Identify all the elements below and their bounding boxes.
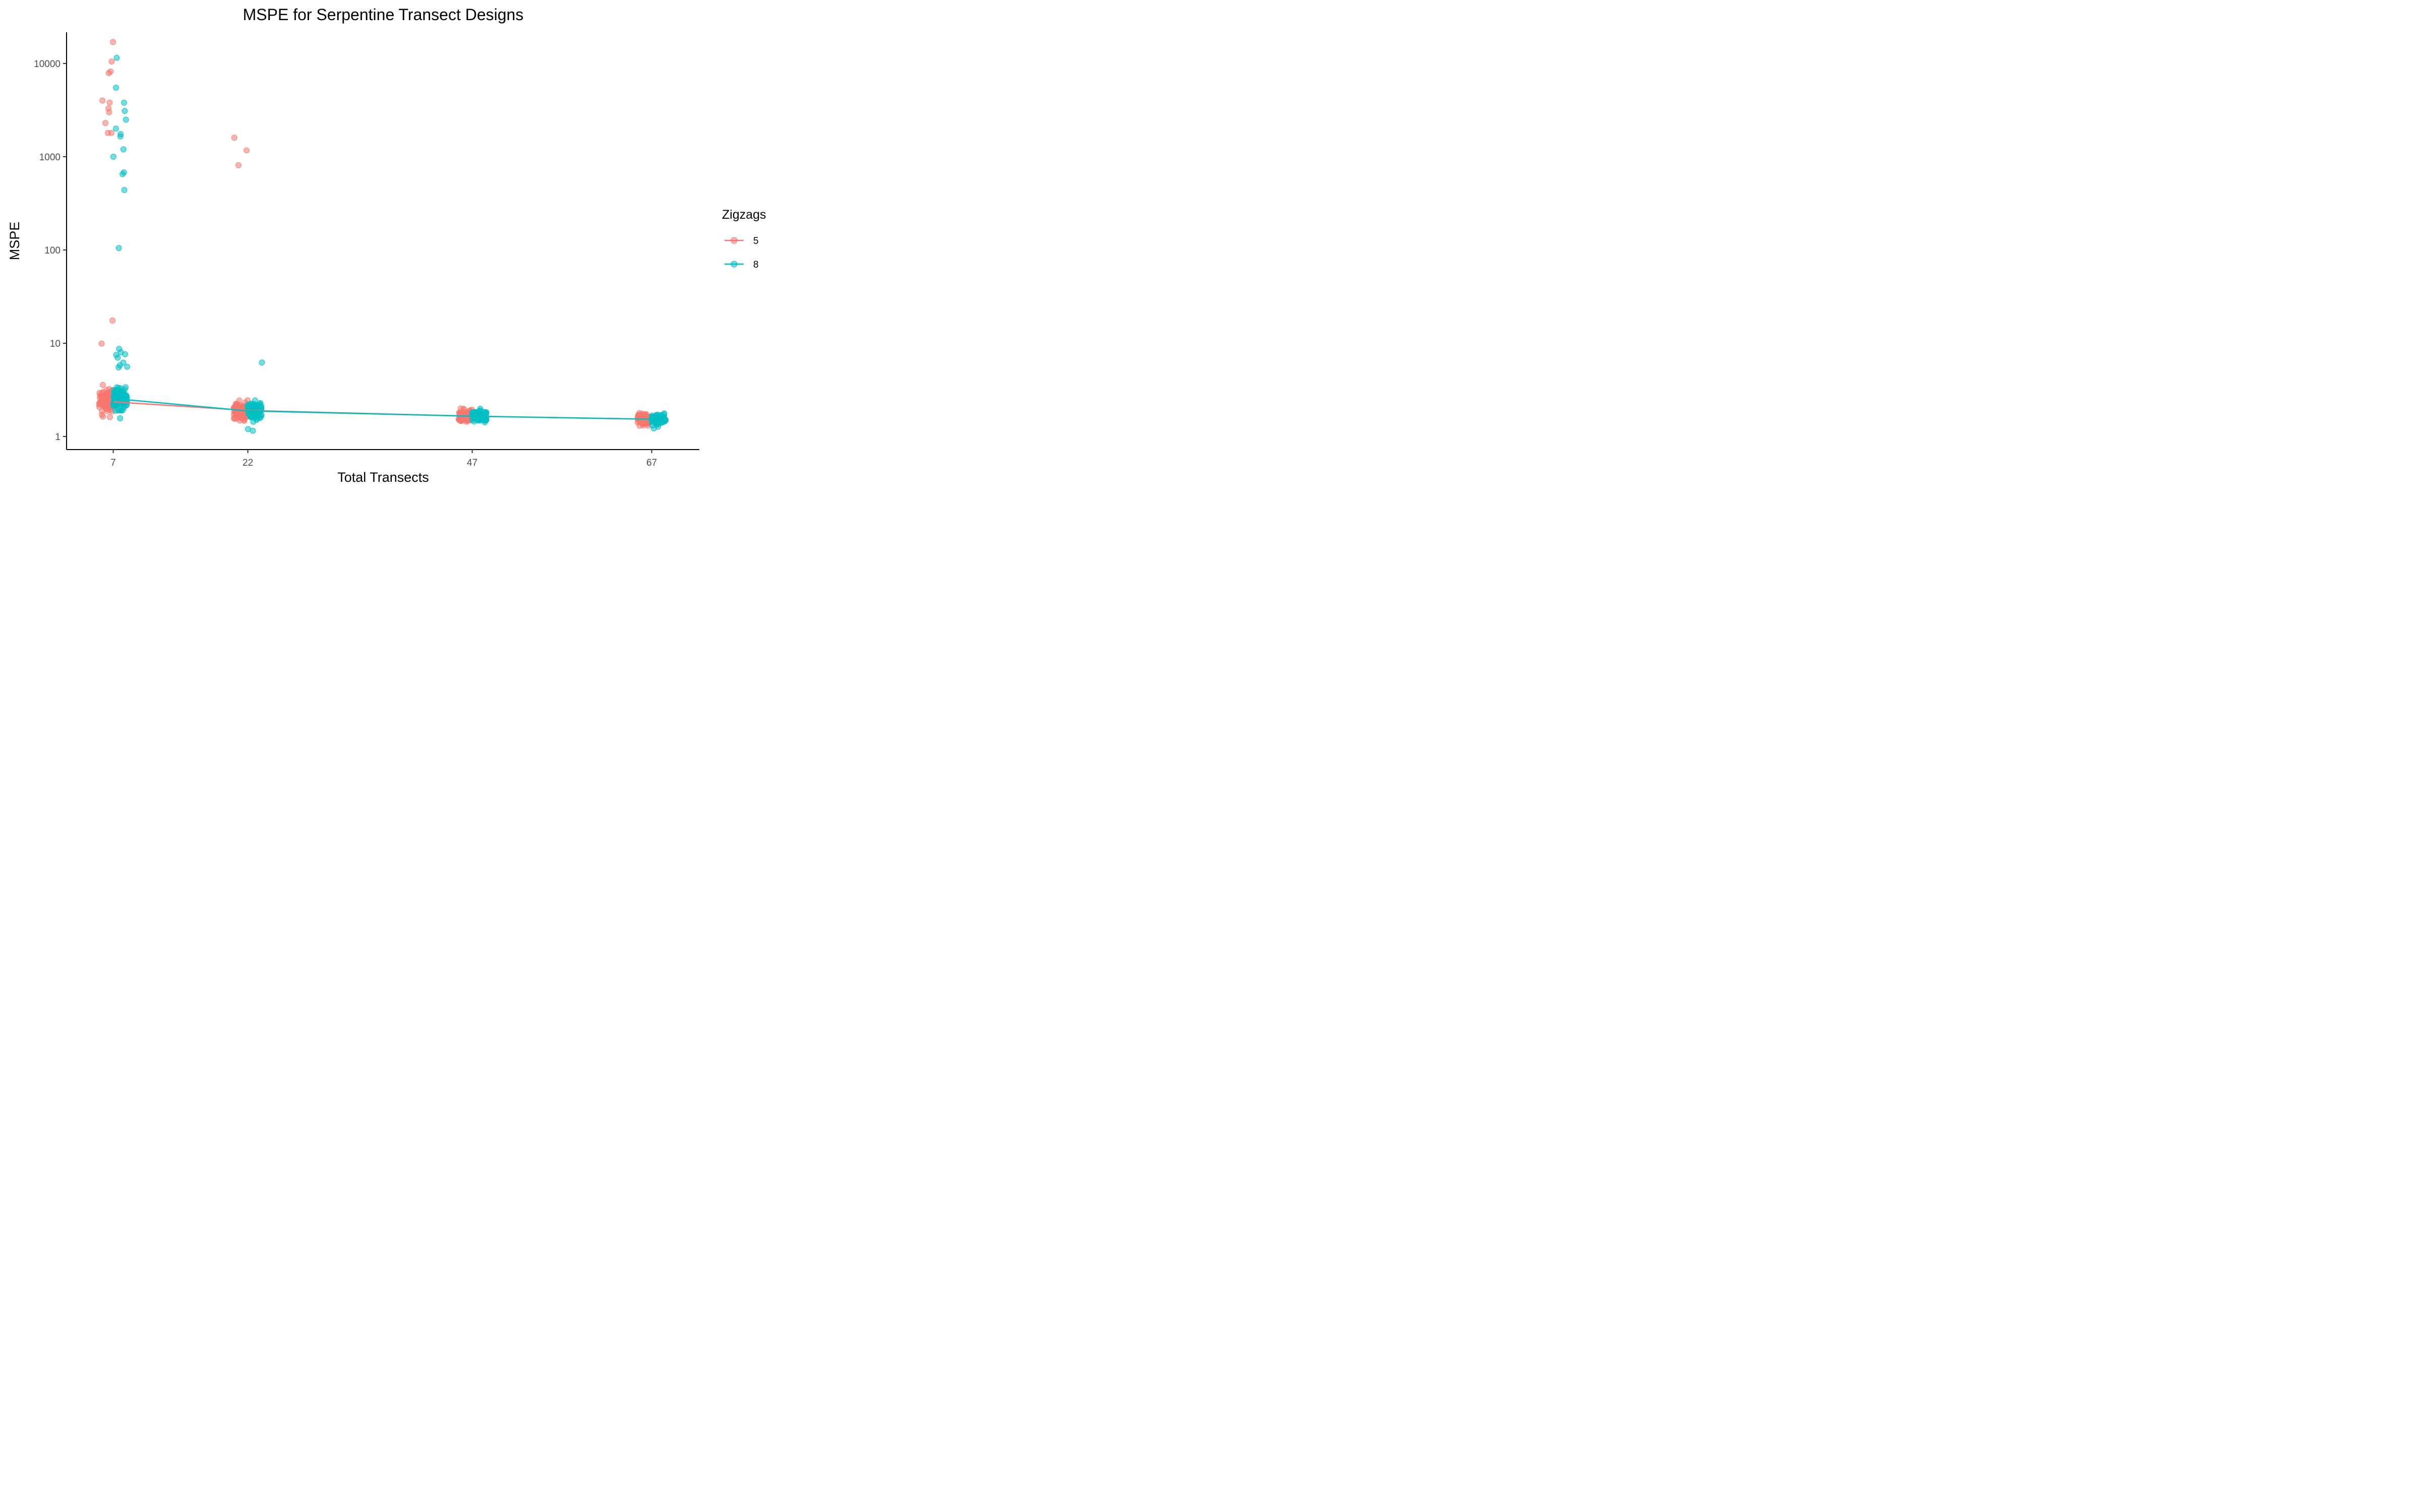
outlier-point (122, 108, 128, 114)
outlier-point (102, 120, 109, 127)
x-tick-label: 47 (467, 458, 477, 468)
x-axis-ticks: 7 22 47 67 (110, 450, 657, 468)
outlier-point (99, 97, 106, 104)
data-point (107, 414, 113, 420)
outlier-point (98, 340, 105, 347)
y-axis-title: MSPE (7, 222, 22, 261)
y-tick-label: 10 (50, 339, 60, 349)
outlier-point (244, 147, 250, 154)
y-axis-ticks: 1 10 100 1000 10000 (34, 59, 67, 443)
data-point (233, 410, 240, 416)
outlier-point (110, 154, 116, 160)
mean-line-5 (113, 401, 652, 420)
x-tick-label: 7 (110, 458, 116, 468)
outlier-point (122, 351, 129, 358)
mean-lines (113, 398, 652, 420)
outlier-point (106, 109, 112, 115)
data-point (476, 408, 482, 414)
data-point (642, 411, 648, 418)
outlier-point (110, 39, 116, 45)
legend-item-8: 8 (724, 260, 759, 270)
data-point (650, 425, 657, 431)
data-point (117, 415, 124, 421)
outlier-point (120, 359, 127, 366)
outlier-point (115, 245, 122, 251)
data-point (475, 417, 482, 423)
data-point (258, 404, 264, 411)
data-point (237, 415, 244, 421)
legend: Zigzags 5 8 (722, 208, 766, 270)
data-point (100, 382, 106, 388)
outlier-point (108, 58, 115, 65)
y-tick-label: 1 (55, 432, 60, 443)
y-tick-label: 1000 (39, 152, 60, 163)
outlier-point (113, 54, 120, 61)
data-point (236, 397, 243, 404)
mean-line-8 (113, 398, 652, 420)
outlier-point (119, 171, 126, 177)
outlier-point (231, 135, 237, 141)
legend-label: 8 (753, 260, 759, 270)
outlier-point (124, 363, 131, 370)
data-point (101, 404, 108, 410)
chart-title: MSPE for Serpentine Transect Designs (243, 6, 524, 24)
outlier-point (114, 354, 121, 361)
data-point (104, 390, 111, 396)
outlier-point (109, 318, 116, 324)
data-point (660, 413, 667, 420)
outlier-point (123, 116, 129, 123)
data-point (119, 404, 126, 410)
outlier-point (117, 133, 124, 140)
data-point (98, 390, 105, 396)
outlier-point (112, 125, 119, 132)
data-point (459, 409, 465, 416)
data-point (257, 414, 264, 421)
data-point (654, 419, 660, 425)
chart: MSPE for Serpentine Transect Designs 1 10… (7, 6, 766, 485)
outlier-point (121, 99, 128, 106)
outlier-point (115, 364, 122, 371)
x-axis-title: Total Transects (337, 470, 429, 485)
x-tick-label: 67 (646, 458, 657, 468)
outlier-point (105, 70, 112, 76)
outlier-point (105, 130, 111, 136)
outlier-point (106, 99, 113, 106)
legend-marker (731, 261, 738, 268)
outlier-point (250, 427, 256, 434)
y-tick-label: 10000 (34, 59, 60, 70)
legend-label: 5 (753, 236, 759, 246)
y-tick-label: 100 (44, 245, 60, 256)
data-points (96, 39, 669, 434)
legend-title: Zigzags (722, 208, 766, 222)
data-point (112, 408, 119, 414)
outlier-point (121, 186, 128, 193)
outlier-point (112, 85, 119, 91)
legend-item-5: 5 (724, 236, 759, 246)
data-point (464, 416, 470, 423)
outlier-point (235, 162, 241, 168)
outlier-point (259, 359, 265, 366)
x-tick-label: 22 (243, 458, 253, 468)
legend-marker (731, 237, 738, 244)
outlier-point (120, 146, 127, 153)
